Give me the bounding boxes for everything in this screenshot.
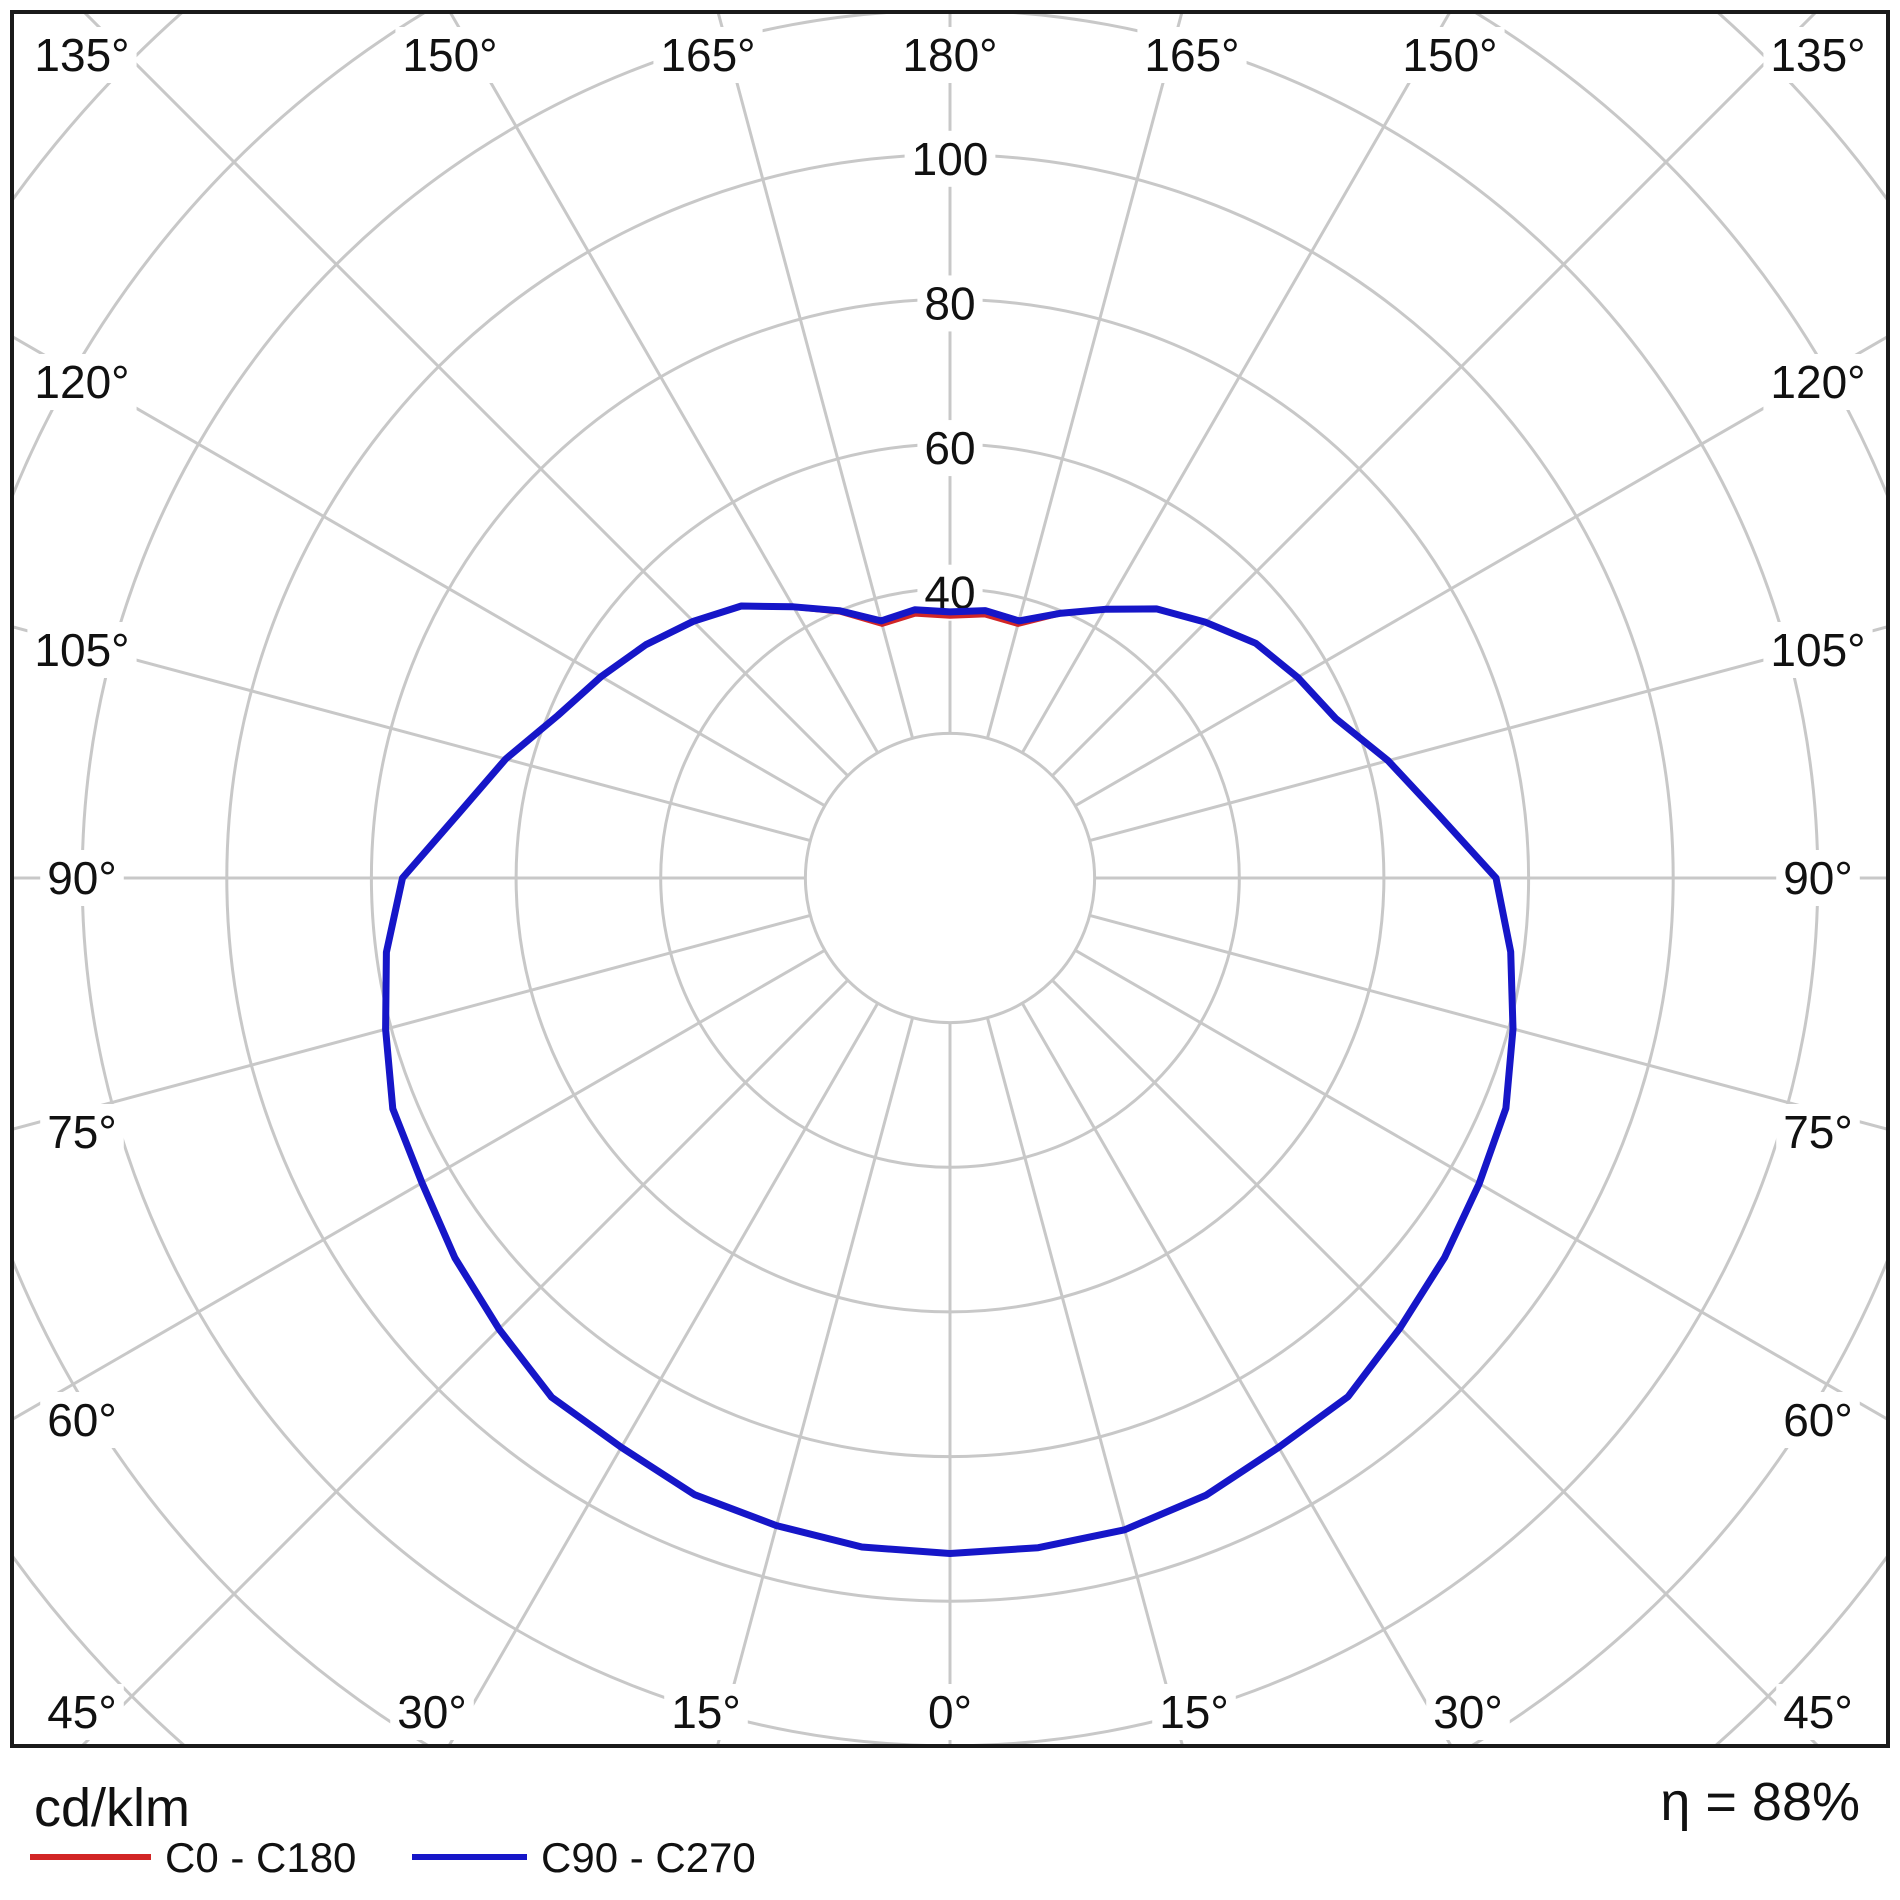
- angle-label-right-2-bg: [1776, 850, 1860, 906]
- angle-label-bottom-0-bg: [40, 1684, 124, 1740]
- grid-ring-20: [803, 731, 1097, 1025]
- angle-label-left-0: 120°: [34, 356, 129, 408]
- angle-label-bottom-2: 15°: [671, 1686, 741, 1738]
- angle-label-bottom-0: 45°: [47, 1686, 117, 1738]
- angle-label-top-2: 165°: [660, 29, 755, 81]
- footer: cd/klm η = 88% C0 - C180 C90 - C270: [30, 1772, 1860, 1881]
- axis-labels: 135° 150° 165° 180° 165° 150° 135° 45° 30° 15° 0° 1…: [27, 27, 1873, 1740]
- angle-label-right-4: 60°: [1783, 1394, 1853, 1446]
- angle-label-left-0-bg: [27, 354, 137, 410]
- radial-tick-label-60-bg: [917, 420, 983, 477]
- angle-label-bottom-4: 15°: [1159, 1686, 1229, 1738]
- angle-label-right-1: 105°: [1770, 624, 1865, 676]
- legend-label-c0-c180: C0 - C180: [165, 1834, 356, 1881]
- efficiency-label: η = 88%: [1660, 1772, 1860, 1832]
- angle-label-top-6: 135°: [1770, 29, 1865, 81]
- grid-ray-300: [14, 949, 826, 1421]
- radial-tick-label-100-bg: [904, 130, 996, 187]
- angle-label-left-1-bg: [27, 622, 137, 678]
- intensity-curves: [382, 602, 1517, 1557]
- angle-label-left-3-bg: [40, 1104, 124, 1160]
- grid-ray-285: [14, 913, 811, 1131]
- grid-ray-45: [1051, 979, 1819, 1744]
- angle-label-top-3-bg: [895, 27, 1005, 83]
- unit-label: cd/klm: [34, 1778, 190, 1838]
- angle-label-bottom-3-bg: [921, 1684, 979, 1740]
- grid-ray-105: [1089, 625, 1886, 843]
- angle-label-bottom-3: 0°: [928, 1686, 972, 1738]
- grid-ray-315: [81, 979, 849, 1744]
- radial-tick-label-100: 100: [912, 133, 989, 185]
- grid-ray-135: [1051, 14, 1817, 777]
- grid-ray-165: [985, 14, 1184, 739]
- radial-tick-label-80-bg: [917, 275, 983, 332]
- angle-label-bottom-4-bg: [1152, 1684, 1236, 1740]
- angle-label-left-2-bg: [40, 850, 124, 906]
- angle-label-right-1-bg: [1763, 622, 1873, 678]
- angle-label-top-4: 165°: [1144, 29, 1239, 81]
- angle-label-top-0: 135°: [34, 29, 129, 81]
- grid-ray-150: [1021, 14, 1451, 754]
- radial-tick-label-60: 60: [924, 422, 975, 474]
- angle-label-bottom-1-bg: [390, 1684, 474, 1740]
- grid-ray-15: [985, 1017, 1184, 1744]
- angle-label-top-1-bg: [395, 27, 505, 83]
- radial-tick-label-80: 80: [924, 277, 975, 329]
- grid-ray-255: [14, 625, 811, 843]
- grid-ray-240: [14, 335, 826, 807]
- angle-label-bottom-1: 30°: [397, 1686, 467, 1738]
- curve-c90-c270: [382, 602, 1517, 1557]
- angle-label-bottom-5-bg: [1426, 1684, 1510, 1740]
- grid-ray-60: [1074, 949, 1886, 1421]
- angle-label-bottom-5: 30°: [1433, 1686, 1503, 1738]
- angle-label-top-6-bg: [1763, 27, 1873, 83]
- grid-ray-75: [1089, 913, 1886, 1131]
- angle-label-top-2-bg: [653, 27, 763, 83]
- grid-ray-330: [448, 1002, 879, 1744]
- angle-label-top-3: 180°: [902, 29, 997, 81]
- angle-label-bottom-6-bg: [1776, 1684, 1860, 1740]
- angle-label-right-3-bg: [1776, 1104, 1860, 1160]
- angle-label-right-2: 90°: [1783, 852, 1853, 904]
- angle-label-top-5-bg: [1395, 27, 1505, 83]
- angle-label-right-0-bg: [1763, 354, 1873, 410]
- grid-ray-30: [1021, 1002, 1452, 1744]
- angle-label-left-4-bg: [40, 1392, 124, 1448]
- angle-label-right-4-bg: [1776, 1392, 1860, 1448]
- angle-label-bottom-6: 45°: [1783, 1686, 1853, 1738]
- grid-ray-195: [716, 14, 915, 739]
- grid-ray-210: [449, 14, 879, 754]
- angle-label-bottom-2-bg: [664, 1684, 748, 1740]
- grid-ray-120: [1074, 335, 1886, 807]
- legend-label-c90-c270: C90 - C270: [541, 1834, 756, 1881]
- angle-label-left-2: 90°: [47, 852, 117, 904]
- grid-ray-345: [716, 1017, 915, 1744]
- angle-label-left-4: 60°: [47, 1394, 117, 1446]
- angle-label-top-4-bg: [1137, 27, 1247, 83]
- plot-border: [10, 10, 1890, 1748]
- angle-label-top-0-bg: [27, 27, 137, 83]
- angle-label-right-3: 75°: [1783, 1106, 1853, 1158]
- angle-label-left-3: 75°: [47, 1106, 117, 1158]
- angle-label-top-1: 150°: [402, 29, 497, 81]
- angle-label-top-5: 150°: [1402, 29, 1497, 81]
- angle-label-right-0: 120°: [1770, 356, 1865, 408]
- grid-ray-225: [83, 14, 849, 777]
- angle-label-left-1: 105°: [34, 624, 129, 676]
